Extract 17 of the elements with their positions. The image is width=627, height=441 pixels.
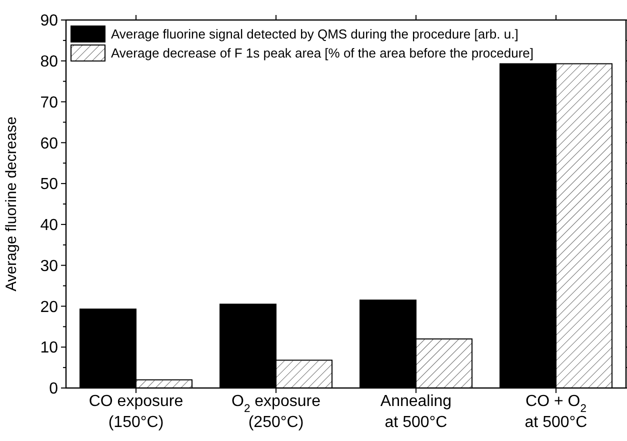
y-tick-label: 70 <box>40 94 58 112</box>
y-tick-label: 40 <box>40 217 58 234</box>
y-tick-label: 50 <box>40 176 58 194</box>
y-axis-title: Average fluorine decrease <box>3 116 20 292</box>
x-tick-label: CO + O$_{2}$ at 500°C <box>524 393 588 431</box>
x-tick-label: O$_{2}$ exposure (250°C) <box>232 393 321 431</box>
y-tick-label: 10 <box>40 340 58 357</box>
legend-label: Average fluorine signal detected by QMS during the procedure [arb. u.] <box>111 26 518 42</box>
y-tick-label: 80 <box>40 53 58 70</box>
legend-label: Average decrease of F 1s peak area [% of the area before the procedure] <box>111 46 534 61</box>
x-tick-label: CO exposure (150°C) <box>88 393 184 431</box>
x-tick-label: Annealing at 500°C <box>380 393 452 431</box>
y-tick-label: 60 <box>40 135 58 152</box>
y-tick-label: 30 <box>40 258 58 275</box>
y-tick-label: 0 <box>49 380 58 398</box>
y-tick-label: 20 <box>40 298 58 316</box>
y-tick-label: 90 <box>40 12 58 30</box>
